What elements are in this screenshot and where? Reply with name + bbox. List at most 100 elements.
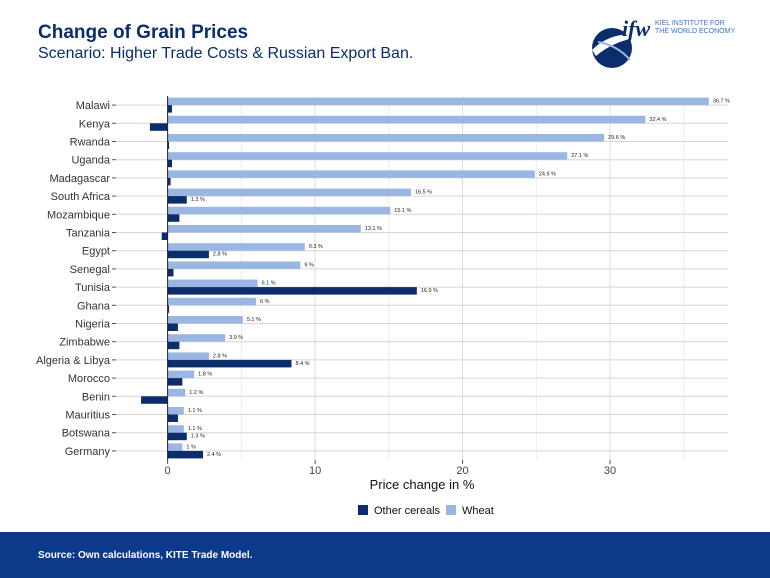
bar-wheat [167, 425, 184, 433]
y-tick-label: Botswana [62, 428, 111, 440]
bar-wheat [167, 170, 535, 178]
bar-other-cereals [167, 141, 170, 149]
x-tick-label: 20 [456, 465, 468, 477]
data-label-wheat: 1.1 % [188, 408, 202, 414]
logo-line-2: THE WORLD ECONOMY [655, 28, 736, 35]
data-label-wheat: 13.1 % [365, 226, 382, 232]
bar-other-cereals [167, 323, 178, 331]
y-tick-label: Mozambique [47, 209, 110, 221]
bar-other-cereals [161, 232, 168, 240]
y-tick-label: Egypt [82, 246, 110, 258]
ifw-logo: ifw [592, 16, 650, 68]
bar-other-cereals [167, 214, 180, 222]
data-label-other-cereals: 2.4 % [207, 452, 221, 458]
bar-other-cereals [167, 105, 173, 113]
bar-wheat [167, 261, 301, 269]
legend-swatch-other-cereals [358, 505, 368, 515]
y-tick-label: Madagascar [49, 173, 110, 185]
y-tick-label: South Africa [51, 191, 111, 203]
bar-wheat [167, 352, 209, 360]
data-label-wheat: 6.1 % [262, 281, 276, 287]
y-tick-label: Ghana [77, 300, 111, 312]
y-tick-label: Nigeria [75, 319, 111, 331]
data-label-wheat: 1.2 % [189, 390, 203, 396]
y-tick-label: Uganda [71, 155, 110, 167]
bar-other-cereals [167, 432, 187, 441]
globe-swoosh [592, 34, 646, 56]
bar-wheat [167, 407, 184, 415]
y-tick-label: Germany [65, 446, 111, 458]
legend-swatch-wheat [446, 505, 456, 515]
globe-meridian [597, 41, 631, 61]
data-label-other-cereals: 8.4 % [295, 361, 309, 367]
y-tick-label: Benin [82, 391, 110, 403]
bar-other-cereals [167, 414, 178, 422]
data-label-wheat: 36.7 % [713, 99, 730, 105]
bar-wheat [167, 388, 186, 397]
logo-text: KIEL INSTITUTE FOR THE WORLD ECONOMY [655, 20, 735, 36]
bar-other-cereals [149, 123, 168, 131]
bar-other-cereals [167, 287, 417, 295]
source-note: Source: Own calculations, KITE Trade Mod… [38, 550, 253, 561]
x-tick-label: 0 [165, 465, 171, 477]
bar-other-cereals [167, 268, 174, 277]
y-tick-label: Malawi [76, 100, 110, 112]
data-label-wheat: 3.9 % [229, 335, 243, 341]
data-label-wheat: 29.6 % [608, 135, 625, 141]
data-label-wheat: 9.3 % [309, 244, 323, 250]
bar-wheat [167, 297, 257, 306]
bar-wheat [167, 206, 391, 215]
data-label-wheat: 2.8 % [213, 353, 227, 359]
y-tick-label: Morocco [68, 373, 110, 385]
data-label-wheat: 16.5 % [415, 190, 432, 196]
y-tick-label: Algeria & Libya [36, 355, 111, 367]
data-label-wheat: 24.9 % [539, 171, 556, 177]
footer-bar: Source: Own calculations, KITE Trade Mod… [0, 532, 770, 578]
y-tick-label: Rwanda [70, 137, 111, 149]
chart-title: Change of Grain Prices [38, 22, 249, 43]
bar-other-cereals [167, 177, 171, 186]
bar-wheat [167, 225, 361, 233]
bar-wheat [167, 370, 195, 379]
data-label-wheat: 5.1 % [247, 317, 261, 323]
bar-other-cereals [167, 359, 292, 368]
bar-wheat [167, 188, 411, 197]
bar-other-cereals [167, 159, 173, 168]
data-label-wheat: 1.8 % [198, 372, 212, 378]
bar-wheat [167, 152, 568, 160]
y-tick-label: Tanzania [66, 228, 111, 240]
bar-other-cereals [167, 341, 180, 350]
data-label-wheat: 9 % [304, 262, 314, 268]
bar-other-cereals [141, 396, 168, 404]
bar-wheat [167, 97, 709, 106]
bar-wheat [167, 134, 605, 142]
x-tick-label: 30 [604, 465, 616, 477]
y-tick-label: Zimbabwe [59, 337, 110, 349]
data-label-other-cereals: 2.8 % [213, 252, 227, 258]
data-label-wheat: 6 % [260, 299, 270, 305]
data-label-wheat: 15.1 % [394, 208, 411, 214]
y-tick-label: Senegal [70, 264, 110, 276]
data-label-wheat: 1 % [186, 444, 196, 450]
legend-label-wheat: Wheat [462, 505, 494, 517]
data-label-other-cereals: 16.9 % [421, 288, 438, 294]
data-label-wheat: 27.1 % [571, 153, 588, 159]
bar-wheat [167, 279, 258, 288]
data-label-other-cereals: 1.3 % [191, 197, 205, 203]
bar-other-cereals [167, 450, 204, 459]
legend-label-other-cereals: Other cereals [374, 505, 441, 517]
bar-wheat [167, 334, 226, 342]
grain-price-chart: Malawi 36.7 % Kenya 32.4 % Rwanda 29.6 % Ugand… [36, 96, 730, 517]
bar-other-cereals [167, 250, 209, 259]
logo-mark: ifw [622, 16, 650, 41]
data-label-wheat: 1.1 % [188, 426, 202, 432]
bar-other-cereals [167, 196, 187, 204]
y-tick-label: Kenya [79, 118, 111, 130]
x-tick-label: 10 [309, 465, 321, 477]
logo-line-1: KIEL INSTITUTE FOR [655, 20, 725, 27]
data-label-wheat: 32.4 % [649, 117, 666, 123]
bar-other-cereals [167, 378, 183, 386]
chart-subtitle: Scenario: Higher Trade Costs & Russian E… [38, 45, 414, 62]
bar-wheat [167, 243, 305, 251]
bar-other-cereals [167, 305, 170, 313]
